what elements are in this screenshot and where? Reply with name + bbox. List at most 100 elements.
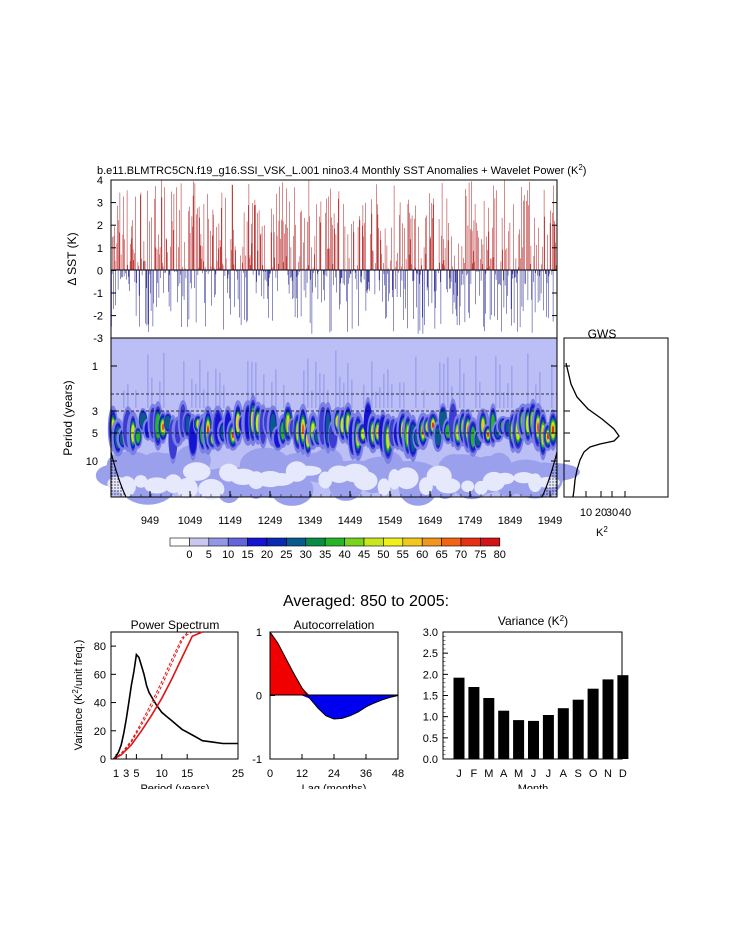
- wavelet-contour: [551, 425, 555, 435]
- colorbar-label: 5: [206, 549, 212, 561]
- colorbar-label: 55: [397, 549, 409, 561]
- coi-hatch: [555, 493, 557, 495]
- gws-xtick-label: 20: [595, 507, 607, 519]
- coi-hatch: [555, 466, 557, 468]
- gws-xtick-label: 10: [580, 507, 592, 519]
- ps-ytick-label: 40: [94, 698, 106, 710]
- wavelet-contour: [347, 363, 349, 408]
- wavelet-contour: [275, 369, 277, 408]
- wavelet-contour: [451, 386, 453, 408]
- wavelet-contour: [159, 381, 161, 408]
- wavelet-contour: [247, 360, 249, 408]
- wavelet-contour: [198, 478, 225, 500]
- power-spectrum-ylabel: Variance (K2/unit freq.): [71, 640, 85, 751]
- ac-ytick-label: 1: [256, 627, 262, 639]
- colorbar-swatch: [266, 537, 287, 547]
- wavelet-contour: [527, 353, 529, 408]
- wavelet-contour: [163, 352, 165, 408]
- wavelet-contour: [251, 362, 253, 408]
- ac-ytick-label: -1: [252, 754, 262, 766]
- wavelet-contour: [391, 384, 393, 408]
- variance-ytick-label: 2.5: [423, 648, 438, 660]
- wavelet-ytick-label: 10: [86, 456, 98, 468]
- wavelet-contour: [403, 382, 405, 408]
- wavelet-contour: [151, 377, 153, 408]
- variance-bar: [557, 708, 569, 759]
- wavelet-xtick-label: 949: [141, 515, 159, 527]
- wavelet-contour: [423, 391, 425, 408]
- wavelet-contour: [183, 361, 185, 408]
- wavelet-contour: [283, 384, 285, 408]
- ps-xtick-label: 1: [113, 768, 119, 780]
- variance-xtick-label: N: [604, 768, 612, 780]
- wavelet-contour: [371, 361, 373, 408]
- variance-title: Variance (K2): [498, 614, 568, 628]
- wavelet-ytick-label: 3: [92, 406, 98, 418]
- wavelet-contour: [363, 384, 365, 408]
- wavelet-contour: [535, 384, 537, 408]
- variance-xtick-label: M: [484, 768, 493, 780]
- wavelet-xtick-label: 1649: [418, 515, 442, 527]
- wavelet-contour: [475, 355, 477, 408]
- colorbar-label: 30: [300, 549, 312, 561]
- coi-hatch: [555, 481, 557, 483]
- wavelet-xtick-label: 1449: [338, 515, 362, 527]
- coi-hatch: [117, 487, 119, 489]
- coi-hatch: [549, 487, 551, 489]
- wavelet-contour: [263, 374, 265, 408]
- wavelet-contour: [136, 431, 140, 443]
- wavelet-contour: [335, 350, 337, 408]
- variance-ytick-label: 1.5: [423, 691, 438, 703]
- variance-xtick-label: A: [500, 768, 508, 780]
- wavelet-contour: [219, 372, 221, 408]
- colorbar-swatch: [169, 537, 190, 547]
- variance-bar: [587, 688, 599, 759]
- colorbar-label: 65: [435, 549, 447, 561]
- power-spectrum-lines: [112, 631, 238, 760]
- variance-bar: [602, 679, 614, 759]
- colorbar-label: 45: [358, 549, 370, 561]
- ac-xtick-label: 36: [360, 768, 372, 780]
- coi-hatch: [114, 484, 116, 486]
- wavelet-contour: [499, 364, 501, 408]
- coi-hatch: [555, 472, 557, 474]
- variance-xtick-label: J: [456, 768, 462, 780]
- variance-xtick-label: F: [471, 768, 478, 780]
- variance-ytick-label: 1.0: [423, 712, 438, 724]
- variance-xtick-label: J: [531, 768, 537, 780]
- wavelet-contour: [377, 478, 391, 496]
- coi-hatch: [114, 490, 116, 492]
- variance-ytick-label: 2.0: [423, 669, 438, 681]
- wavelet-contour: [191, 378, 193, 408]
- wavelet-contour: [176, 477, 198, 499]
- power-spectrum-red-noise-line: [113, 631, 193, 760]
- coi-hatch: [552, 490, 554, 492]
- coi-hatch: [546, 493, 548, 495]
- coi-hatch: [111, 487, 113, 489]
- wavelet-contour: [203, 389, 205, 408]
- coi-hatch: [552, 472, 554, 474]
- wavelet-contour: [447, 357, 449, 408]
- wavelet-contour: [182, 462, 211, 481]
- autocorrelation-title: Autocorrelation: [294, 618, 375, 632]
- wavelet-contour: [134, 475, 148, 488]
- wavelet-contour: [511, 365, 513, 408]
- colorbar-label: 60: [416, 549, 428, 561]
- coi-hatch: [120, 487, 122, 489]
- coi-hatch: [549, 484, 551, 486]
- colorbar-swatch: [189, 537, 210, 547]
- coi-hatch: [555, 484, 557, 486]
- ps-ytick-label: 20: [94, 726, 106, 738]
- colorbar-swatch: [402, 537, 423, 547]
- wavelet-contour: [195, 383, 197, 408]
- autocorrelation-positive-area: [270, 632, 398, 696]
- sst-ylabel: Δ SST (K): [65, 232, 79, 285]
- colorbar-swatch: [460, 537, 481, 547]
- wavelet-ytick-label: 5: [92, 428, 98, 440]
- ac-xtick-label: 0: [267, 768, 273, 780]
- variance-bar: [513, 720, 525, 759]
- colorbar-swatch: [363, 537, 384, 547]
- coi-hatch: [120, 490, 122, 492]
- wavelet-contour: [461, 480, 475, 493]
